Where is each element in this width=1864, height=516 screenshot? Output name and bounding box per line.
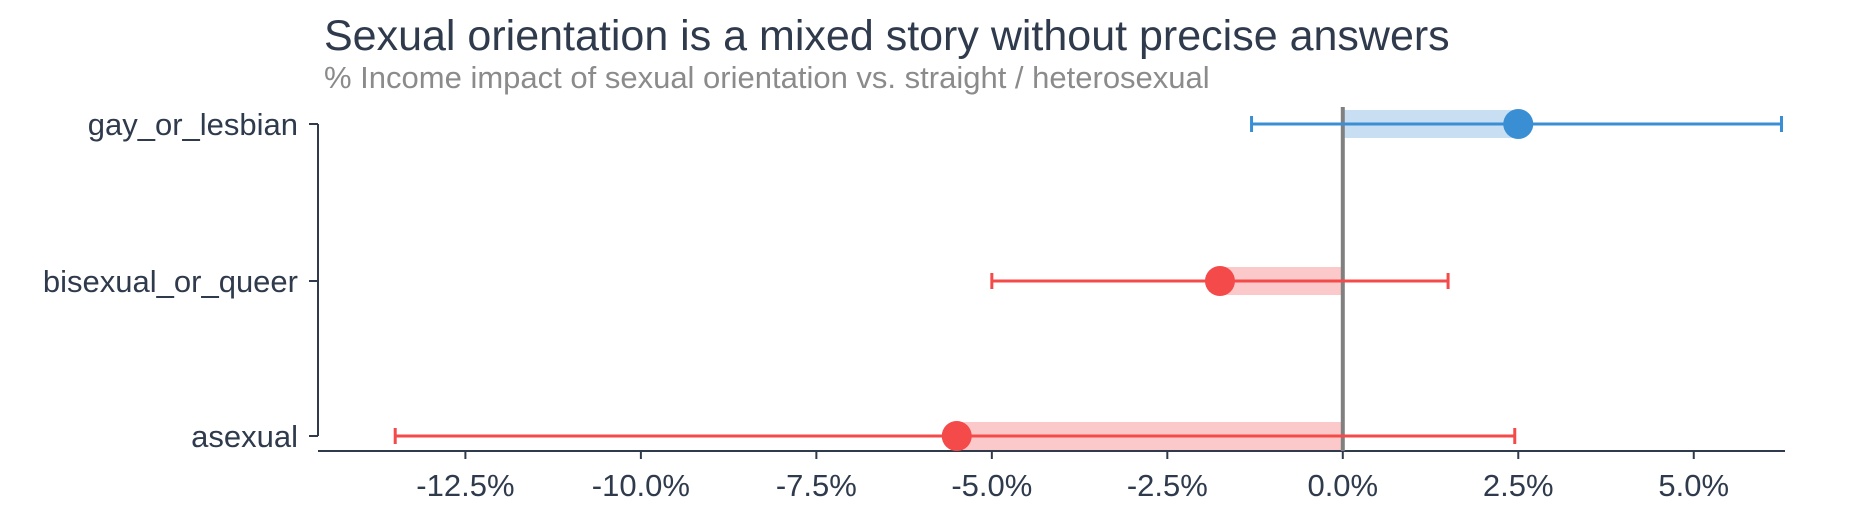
x-axis: -12.5% -10.0% -7.5% -5.0% -2.5% 0.0% 2.5% 5.0%: [318, 450, 1785, 503]
x-tick-label: -10.0%: [592, 468, 690, 503]
x-tick-label: -12.5%: [416, 468, 514, 503]
chart-title: Sexual orientation is a mixed story with…: [324, 12, 1450, 60]
point-estimate-gay_or_lesbian: [1503, 109, 1534, 139]
y-tick-label-bisexual_or_queer: bisexual_or_queer: [43, 264, 298, 299]
x-tick-label: 2.5%: [1483, 468, 1554, 503]
y-tick-label-gay_or_lesbian: gay_or_lesbian: [88, 107, 298, 142]
y-tick-label-asexual: asexual: [191, 419, 298, 454]
point-estimate-bisexual_or_queer: [1204, 266, 1235, 296]
estimate-points: [941, 109, 1534, 451]
point-estimate-asexual: [941, 421, 972, 451]
chart-subtitle: % Income impact of sexual orientation vs…: [324, 60, 1210, 95]
x-tick-label: 0.0%: [1307, 468, 1378, 503]
x-tick-label: -2.5%: [1127, 468, 1208, 503]
x-tick-label: -7.5%: [776, 468, 857, 503]
x-tick-label: -5.0%: [951, 468, 1032, 503]
error-bars: [393, 116, 1783, 444]
x-tick-label: 5.0%: [1658, 468, 1729, 503]
